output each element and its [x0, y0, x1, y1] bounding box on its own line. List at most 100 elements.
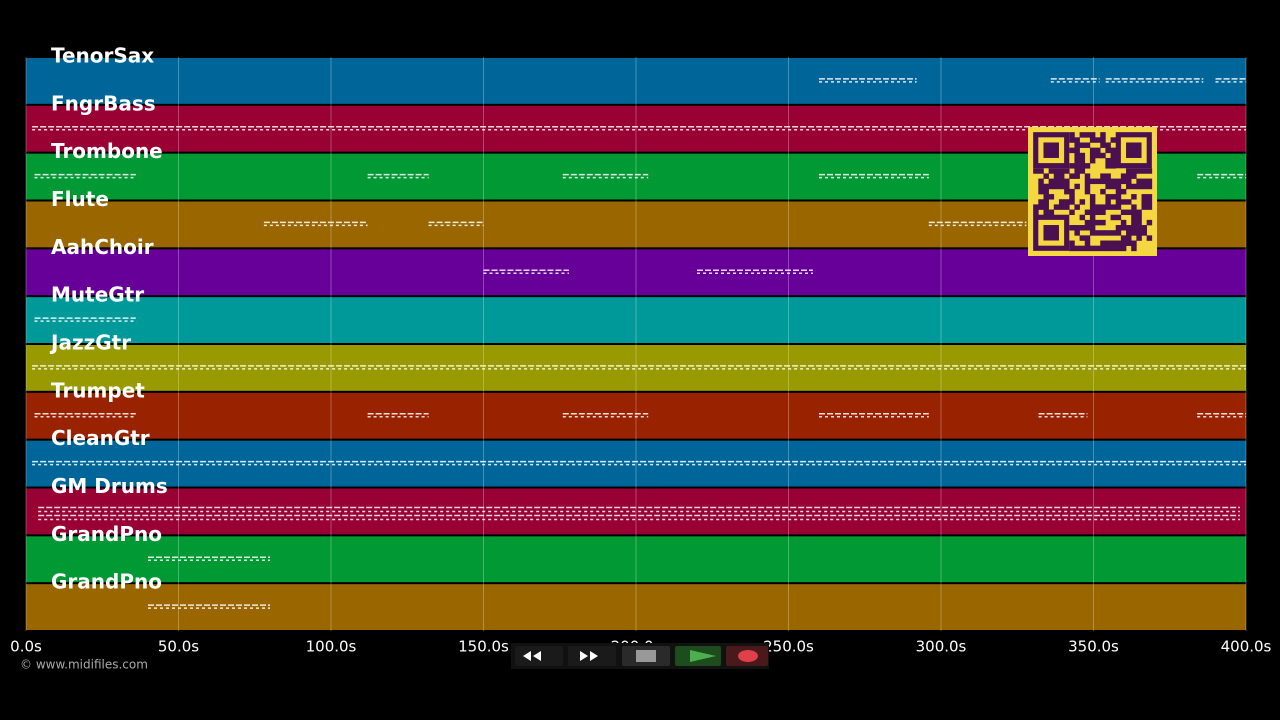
qr-module	[1115, 188, 1122, 195]
qr-module	[1084, 235, 1091, 241]
qr-module	[1141, 204, 1147, 210]
qr-module	[1131, 219, 1137, 226]
qr-module	[1038, 183, 1044, 190]
qr-module	[1084, 163, 1091, 169]
qr-module	[1110, 157, 1117, 164]
qr-module	[1131, 209, 1137, 216]
track-lane	[26, 392, 1246, 439]
qr-module	[1089, 209, 1096, 216]
qr-module	[1064, 188, 1070, 195]
qr-module	[1115, 194, 1122, 200]
stop-button[interactable]	[622, 646, 670, 666]
qr-module	[1126, 209, 1132, 216]
qr-module	[1043, 188, 1049, 195]
qr-module	[1115, 183, 1122, 190]
qr-module	[1089, 152, 1096, 159]
qr-module	[1069, 188, 1075, 195]
qr-module	[1069, 132, 1075, 138]
track-name: TenorSax	[51, 44, 154, 68]
track-name: Trumpet	[51, 378, 145, 402]
qr-module	[1033, 209, 1039, 216]
qr-module	[1084, 173, 1091, 179]
qr-module	[1120, 173, 1127, 179]
qr-module	[1089, 132, 1096, 138]
qr-module	[1069, 173, 1075, 179]
qr-module	[1115, 245, 1122, 252]
qr-module	[1131, 168, 1137, 174]
qr-module	[1105, 204, 1111, 210]
qr-module	[1089, 230, 1096, 236]
qr-module	[1074, 137, 1080, 143]
qr-module	[1100, 245, 1106, 252]
qr-module	[1064, 204, 1070, 210]
qr-module	[1136, 214, 1142, 221]
qr-module	[1038, 188, 1044, 195]
qr-module	[1115, 178, 1122, 185]
qr-module	[1089, 194, 1096, 200]
qr-module	[1131, 194, 1137, 200]
qr-module	[1074, 163, 1080, 169]
qr-module	[1146, 199, 1153, 205]
qr-module	[1089, 245, 1096, 252]
qr-module	[1095, 204, 1101, 210]
qr-module	[1126, 225, 1132, 231]
track-name: MuteGtr	[51, 283, 144, 307]
qr-module	[1064, 168, 1070, 174]
qr-module	[1100, 178, 1106, 185]
qr-module	[1110, 152, 1117, 159]
rewind-button[interactable]	[515, 646, 563, 666]
qr-module	[1079, 152, 1086, 159]
qr-module	[1136, 235, 1142, 241]
qr-module	[1084, 142, 1091, 148]
qr-module	[1136, 209, 1142, 216]
qr-module	[1146, 168, 1153, 174]
qr-module	[1079, 245, 1086, 252]
qr-module	[1120, 188, 1127, 195]
track-lane	[26, 584, 1246, 630]
record-button[interactable]	[726, 646, 768, 666]
track-name: CleanGtr	[51, 426, 150, 450]
qr-module	[1095, 178, 1101, 185]
time-tick-label: 250.0s	[763, 638, 814, 656]
play-button[interactable]	[675, 646, 721, 666]
qr-module	[1146, 219, 1153, 226]
qr-module	[1146, 178, 1153, 185]
qr-module	[1069, 199, 1075, 205]
stop-icon	[636, 650, 656, 662]
qr-module	[1069, 194, 1075, 200]
qr-module	[1100, 209, 1106, 216]
time-tick-label: 100.0s	[306, 638, 357, 656]
qr-module	[1120, 199, 1127, 205]
qr-finder	[1033, 132, 1070, 169]
qr-module	[1053, 173, 1060, 179]
notes	[32, 78, 1246, 609]
qr-module	[1126, 168, 1132, 174]
qr-module	[1074, 225, 1080, 231]
fast-forward-icon	[580, 651, 598, 661]
qr-module	[1048, 194, 1055, 200]
qr-module	[1126, 173, 1132, 179]
fast-forward-button[interactable]	[568, 646, 616, 666]
qr-module	[1069, 245, 1075, 252]
qr-module	[1115, 204, 1122, 210]
track-name: Flute	[51, 187, 109, 211]
track-lane	[26, 249, 1246, 296]
qr-module	[1105, 142, 1111, 148]
qr-module	[1048, 168, 1055, 174]
qr-module	[1089, 199, 1096, 205]
qr-module	[1120, 178, 1127, 185]
qr-module	[1136, 183, 1142, 190]
qr-module	[1095, 209, 1101, 216]
qr-module	[1095, 152, 1101, 159]
qr-module	[1100, 152, 1106, 159]
track-lane	[26, 536, 1246, 583]
qr-module	[1136, 225, 1142, 231]
qr-module	[1131, 225, 1137, 231]
qr-module	[1079, 214, 1086, 221]
qr-module	[1084, 225, 1091, 231]
time-tick-label: 300.0s	[916, 638, 967, 656]
qr-module	[1100, 132, 1106, 138]
qr-module	[1105, 178, 1111, 185]
qr-module	[1146, 235, 1153, 241]
